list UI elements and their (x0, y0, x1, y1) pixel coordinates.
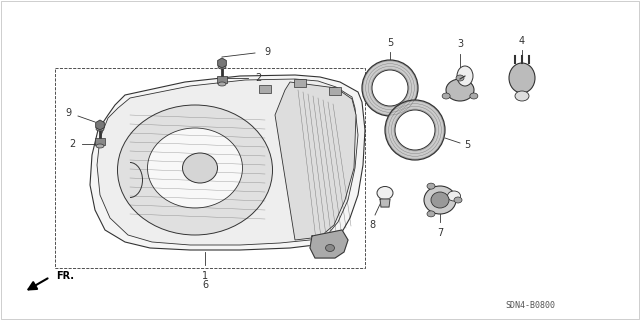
Ellipse shape (447, 191, 461, 201)
Text: 7: 7 (437, 228, 443, 238)
Polygon shape (275, 82, 356, 240)
Ellipse shape (454, 197, 462, 203)
Ellipse shape (395, 110, 435, 150)
Ellipse shape (372, 70, 408, 106)
Text: 2: 2 (255, 73, 261, 83)
Text: 4: 4 (519, 36, 525, 46)
Text: 1: 1 (202, 271, 208, 281)
Text: 5: 5 (387, 38, 393, 48)
Ellipse shape (427, 211, 435, 217)
Text: 6: 6 (202, 280, 208, 290)
Ellipse shape (96, 144, 104, 148)
Bar (55, 68, 365, 268)
Text: FR.: FR. (56, 271, 74, 281)
Ellipse shape (427, 183, 435, 189)
Polygon shape (310, 230, 348, 258)
Text: 8: 8 (369, 220, 375, 230)
Ellipse shape (424, 186, 456, 214)
Ellipse shape (509, 63, 535, 93)
Ellipse shape (442, 93, 450, 99)
Bar (329, 87, 341, 95)
Ellipse shape (96, 127, 104, 131)
Ellipse shape (218, 82, 226, 86)
Text: 3: 3 (457, 39, 463, 49)
Polygon shape (97, 79, 358, 245)
Ellipse shape (446, 79, 474, 101)
Text: 9: 9 (264, 47, 270, 57)
Ellipse shape (147, 128, 243, 208)
Ellipse shape (118, 105, 273, 235)
Ellipse shape (431, 192, 449, 208)
Bar (259, 85, 271, 93)
Polygon shape (380, 199, 390, 207)
Ellipse shape (377, 187, 393, 199)
Ellipse shape (385, 100, 445, 160)
Text: 9: 9 (66, 108, 72, 118)
Text: 5: 5 (464, 140, 470, 150)
Ellipse shape (182, 153, 218, 183)
Ellipse shape (218, 65, 226, 69)
Ellipse shape (457, 66, 473, 86)
Text: SDN4-B0800: SDN4-B0800 (505, 300, 555, 309)
Bar (294, 79, 306, 87)
Text: 2: 2 (70, 139, 76, 149)
Ellipse shape (470, 93, 478, 99)
Ellipse shape (326, 244, 335, 252)
Polygon shape (90, 75, 365, 250)
Ellipse shape (515, 91, 529, 101)
Ellipse shape (456, 75, 464, 81)
Bar (217, 76, 227, 83)
Bar (95, 138, 105, 145)
Ellipse shape (362, 60, 418, 116)
